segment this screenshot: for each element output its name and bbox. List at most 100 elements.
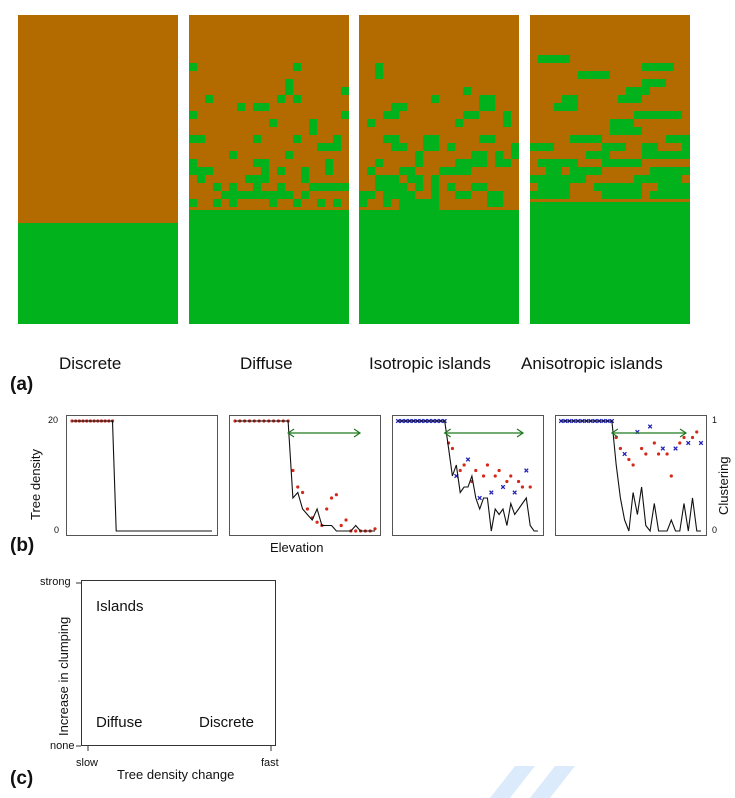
tree-patch	[229, 199, 237, 207]
tree-patch	[189, 199, 197, 207]
clustering-point	[296, 485, 300, 489]
tree-patch	[578, 71, 610, 79]
transition-arrow	[443, 428, 525, 438]
tree-patch	[285, 151, 293, 159]
tree-area	[18, 223, 178, 324]
tree-patch	[301, 175, 309, 183]
tree-patch	[277, 167, 285, 175]
tree-patch	[383, 175, 399, 183]
tree-patch	[610, 119, 634, 127]
tree-patch	[213, 199, 221, 207]
tree-area	[359, 210, 519, 324]
tree-patch	[325, 143, 333, 151]
ylabel-clustering: Clustering	[716, 456, 731, 515]
tree-patch	[666, 183, 690, 191]
clustering-x-point	[465, 457, 471, 462]
tree-patch	[423, 135, 439, 151]
tree-patch	[229, 151, 237, 159]
clustering-x-point	[489, 490, 494, 495]
tree-patch	[666, 167, 682, 175]
tree-patch	[602, 183, 642, 191]
tree-patch	[189, 63, 197, 71]
clustering-point	[334, 493, 338, 497]
clustering-point	[373, 527, 377, 531]
tree-patch	[253, 183, 261, 191]
tree-patch	[471, 151, 487, 167]
clustering-x-point	[673, 446, 678, 451]
tree-patch	[415, 175, 423, 191]
tree-patch	[367, 191, 375, 199]
tree-patch	[359, 199, 367, 207]
tree-patch	[253, 135, 261, 143]
tree-patch	[439, 167, 455, 175]
tree-patch	[538, 175, 578, 183]
density-chart-discrete	[66, 415, 218, 536]
tree-patch	[205, 95, 213, 103]
clustering-x-point	[512, 490, 517, 495]
pattern-label-discrete: Discrete	[59, 354, 122, 373]
tree-patch	[407, 191, 415, 199]
tree-patch	[261, 191, 269, 199]
pattern-label-anisotropic: Anisotropic islands	[521, 354, 663, 373]
tree-area	[530, 202, 690, 324]
clustering-point	[315, 520, 319, 524]
tree-patch	[642, 63, 674, 71]
clustering-point	[669, 474, 673, 478]
clustering-point	[291, 468, 295, 473]
tree-patch	[423, 199, 439, 215]
tree-patch	[479, 95, 495, 111]
ytick-right-0: 0	[712, 525, 718, 535]
tree-patch	[447, 143, 455, 151]
tree-patch	[383, 135, 399, 143]
tree-patch	[455, 191, 471, 199]
tree-patch	[253, 175, 261, 183]
pattern-label-diffuse: Diffuse	[240, 354, 293, 373]
tree-patch	[325, 167, 333, 175]
tree-patch	[530, 143, 554, 151]
tree-patch	[399, 199, 415, 215]
tree-patch	[463, 111, 479, 119]
tree-patch	[511, 143, 519, 159]
density-chart-isotropic	[392, 415, 544, 536]
tree-patch	[325, 159, 333, 167]
clustering-point	[329, 496, 334, 500]
tree-patch	[682, 143, 690, 151]
tree-patch	[391, 183, 407, 191]
tree-patch	[229, 183, 237, 191]
clustering-point	[497, 468, 501, 473]
tree-patch	[367, 167, 375, 175]
clustering-point	[485, 463, 490, 467]
tree-patch	[341, 87, 349, 95]
tree-patch	[479, 135, 495, 143]
tree-patch	[682, 191, 690, 199]
tree-patch	[602, 159, 642, 167]
tree-patch	[301, 167, 309, 175]
tree-patch	[602, 191, 642, 199]
tree-patch	[189, 159, 197, 167]
clustering-point	[458, 468, 462, 473]
tree-patch	[293, 199, 301, 207]
tree-patch	[682, 167, 690, 175]
clustering-point	[520, 485, 525, 489]
clustering-point	[493, 474, 497, 478]
tree-patch	[610, 127, 642, 135]
xtick-slow: slow	[76, 757, 99, 769]
tree-patch	[455, 159, 471, 175]
ytick-right-1: 1	[712, 415, 718, 425]
tree-patch	[293, 95, 301, 103]
clustering-x-point	[500, 484, 506, 490]
clustering-point	[300, 490, 305, 495]
clustering-x-point	[647, 424, 653, 429]
conceptual-plot: Islands Diffuse Discrete	[81, 580, 276, 746]
tree-patch	[197, 175, 205, 183]
tree-patch	[213, 183, 221, 191]
clustering-point	[516, 479, 521, 484]
tree-patch	[261, 175, 269, 183]
tree-patch	[277, 191, 285, 199]
clustering-point	[528, 485, 532, 489]
tree-patch	[269, 191, 277, 199]
tree-patch	[642, 175, 682, 183]
clustering-point	[631, 463, 635, 467]
tree-patch	[285, 79, 293, 87]
tree-patch	[407, 175, 415, 183]
